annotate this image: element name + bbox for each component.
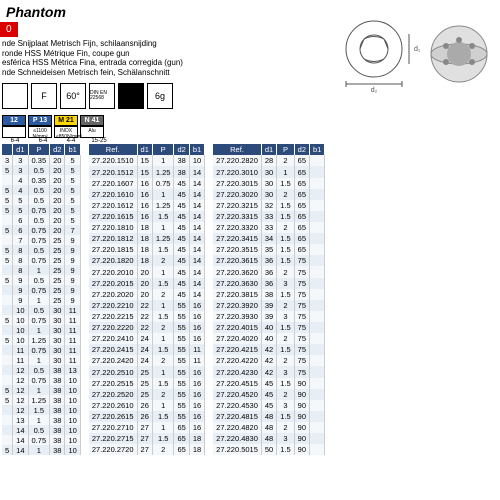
die-diagram: d₂ d₁ [334,4,494,94]
product-code: 0 [0,22,18,37]
table-2: Ref.d1Pd2b127.220.1510151381027.220.1512… [89,144,205,455]
data-tables: d1Pd2b1330.35205530.520540.35205540.5205… [0,144,500,455]
table-3: Ref.d1Pd2b127.220.28202826527.220.301030… [213,144,325,455]
table-1: d1Pd2b1330.35205530.520540.35205540.5205… [2,144,81,455]
svg-text:d₁: d₁ [414,46,421,53]
svg-text:d₂: d₂ [371,87,378,94]
